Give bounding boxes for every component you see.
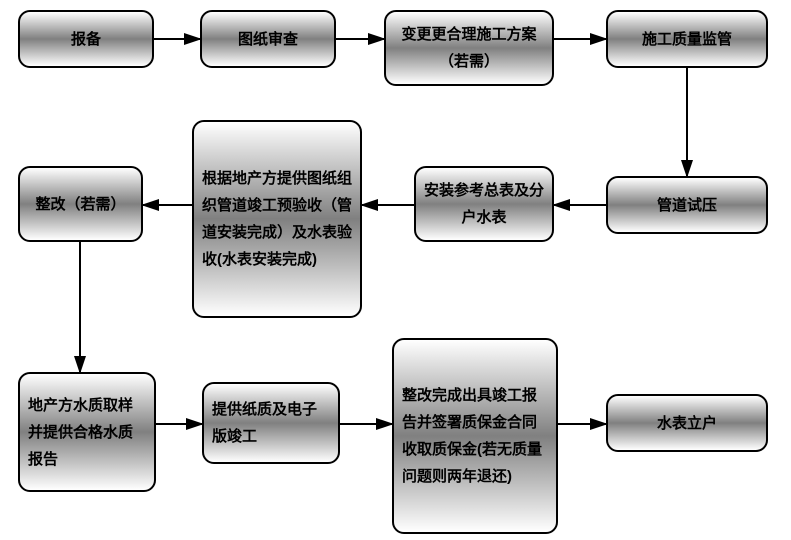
node-label: 水表立户 xyxy=(657,410,717,437)
flow-node-n8: 整改（若需） xyxy=(18,166,143,242)
flow-node-n3: 变更更合理施工方案（若需） xyxy=(384,10,554,86)
node-label: 整改完成出具竣工报告并签署质保金合同收取质保金(若无质量问题则两年退还) xyxy=(402,382,548,490)
flow-node-n7: 根据地产方提供图纸组织管道竣工预验收（管道安装完成）及水表验收(水表安装完成) xyxy=(192,120,362,318)
node-label: 变更更合理施工方案（若需） xyxy=(394,21,544,75)
flow-node-n1: 报备 xyxy=(18,10,154,68)
flow-node-n2: 图纸审查 xyxy=(200,10,336,68)
node-label: 地产方水质取样并提供合格水质报告 xyxy=(28,392,146,473)
node-label: 图纸审查 xyxy=(238,26,298,53)
node-label: 根据地产方提供图纸组织管道竣工预验收（管道安装完成）及水表验收(水表安装完成) xyxy=(202,165,352,273)
node-label: 提供纸质及电子版竣工 xyxy=(212,396,330,450)
flow-node-n6: 安装参考总表及分户水表 xyxy=(414,166,554,242)
flow-node-n11: 整改完成出具竣工报告并签署质保金合同收取质保金(若无质量问题则两年退还) xyxy=(392,338,558,534)
node-label: 安装参考总表及分户水表 xyxy=(424,177,544,231)
node-label: 报备 xyxy=(71,26,101,53)
flow-node-n5: 管道试压 xyxy=(606,176,768,234)
flow-node-n4: 施工质量监管 xyxy=(606,10,768,68)
flow-node-n10: 提供纸质及电子版竣工 xyxy=(202,382,340,464)
node-label: 施工质量监管 xyxy=(642,26,732,53)
flow-node-n12: 水表立户 xyxy=(606,394,768,452)
node-label: 管道试压 xyxy=(657,192,717,219)
flow-node-n9: 地产方水质取样并提供合格水质报告 xyxy=(18,372,156,492)
node-label: 整改（若需） xyxy=(35,191,125,218)
